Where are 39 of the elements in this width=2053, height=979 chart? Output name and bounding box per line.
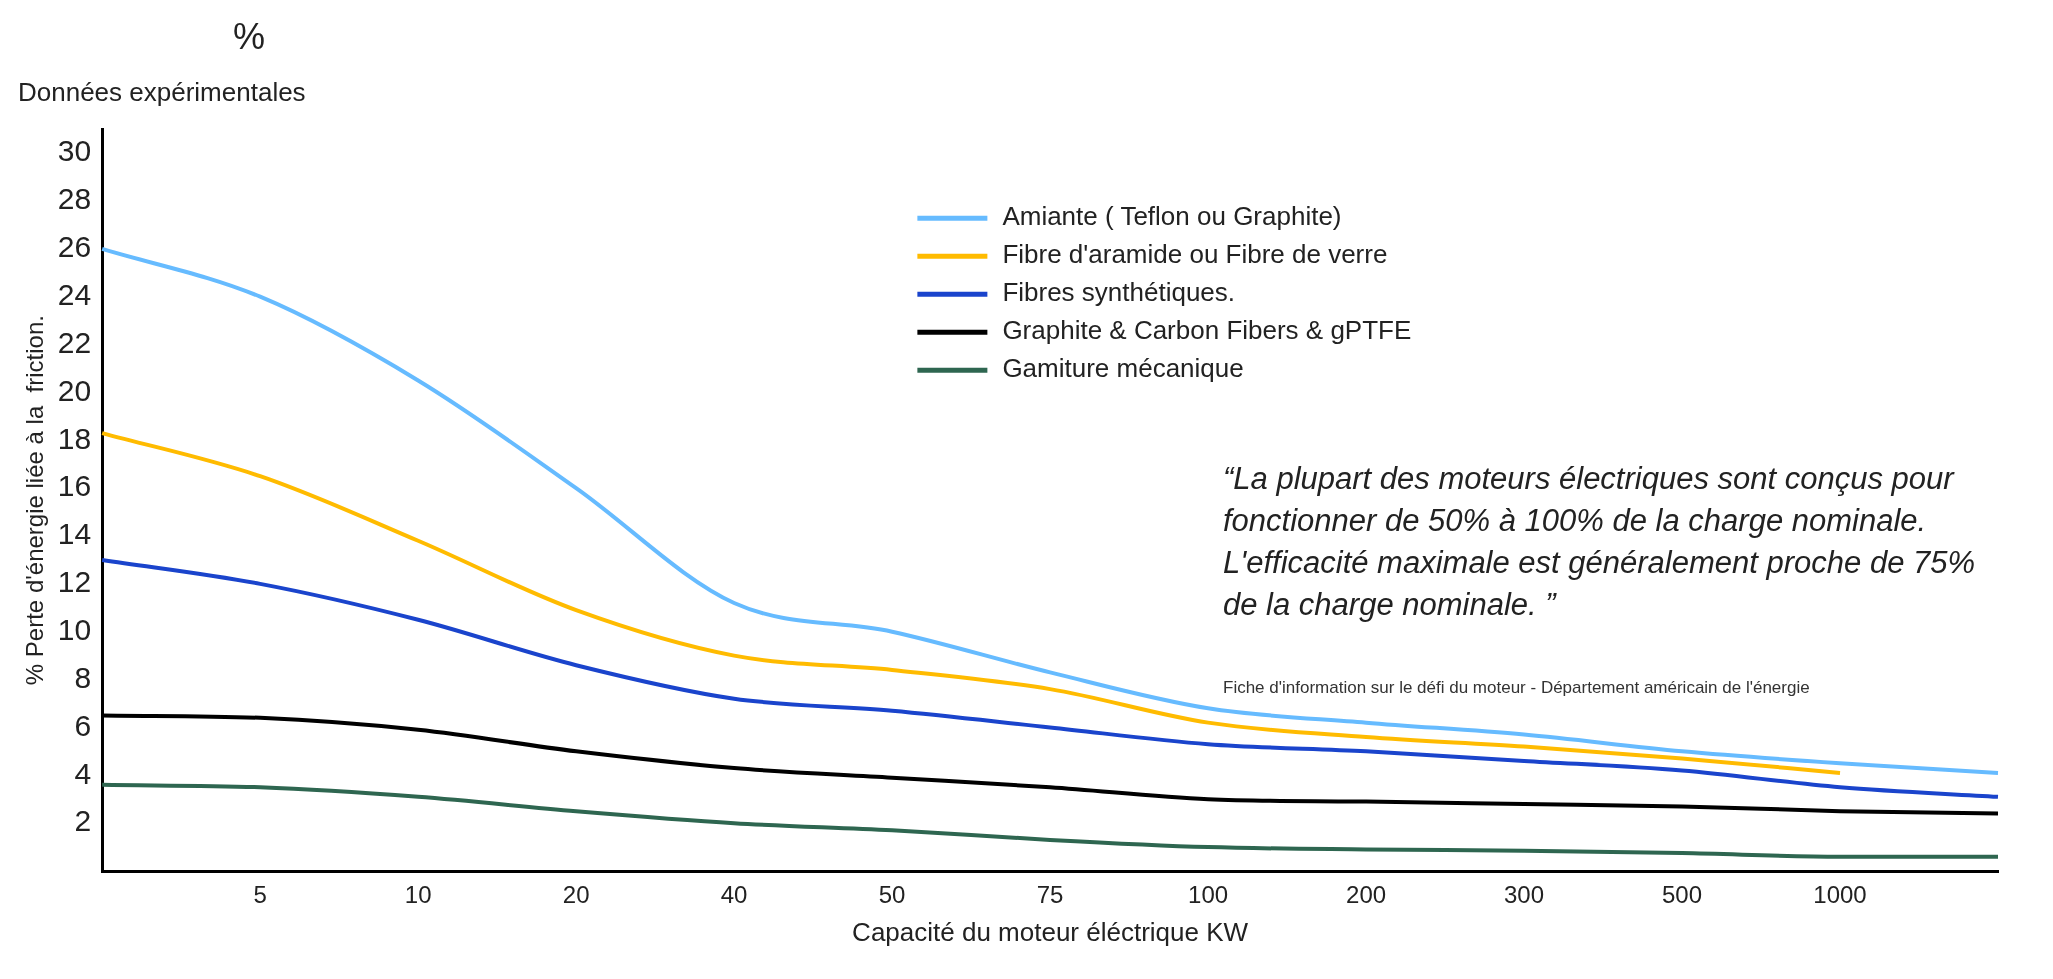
x-tick-label: 50 xyxy=(878,881,906,909)
legend-label: Graphite & Carbon Fibers & gPTFE xyxy=(1002,315,1412,346)
x-tick-label: 500 xyxy=(1662,881,1703,909)
y-axis-title: % Perte d'énergie liée à la friction. xyxy=(21,315,49,686)
chart-title: Données expérimentales xyxy=(18,76,306,107)
x-axis-title: Capacité du moteur éléctrique KW xyxy=(852,916,1249,947)
line-series xyxy=(100,246,2000,775)
x-tick-label: 5 xyxy=(253,881,267,909)
y-tick-label: 4 xyxy=(74,756,92,790)
x-tick-label: 100 xyxy=(1188,881,1229,909)
x-tick-label: 1000 xyxy=(1813,881,1867,909)
legend-label: Gamiture mécanique xyxy=(1002,353,1244,384)
y-tick-label: 18 xyxy=(57,421,92,455)
x-tick-label: 200 xyxy=(1346,881,1387,909)
text: % xyxy=(233,16,266,58)
x-tick-label: 20 xyxy=(562,881,590,909)
y-tick-label: 14 xyxy=(57,517,92,551)
y-tick-label: 28 xyxy=(57,182,92,216)
y-tick-label: 2 xyxy=(74,804,92,838)
y-tick-label: 22 xyxy=(57,325,92,359)
y-tick-label: 12 xyxy=(57,565,92,599)
y-tick-label: 26 xyxy=(57,230,92,264)
legend-label: Fibres synthétiques. xyxy=(1002,277,1236,308)
x-tick-label: 75 xyxy=(1036,881,1064,909)
y-tick-label: 10 xyxy=(57,612,92,646)
annotation: Fiche d'information sur le défi du moteur - Département américain de l'énergie xyxy=(1223,678,1810,698)
legend-label: Fibre d'aramide ou Fibre de verre xyxy=(1002,239,1388,270)
y-tick-label: 6 xyxy=(74,708,92,742)
y-tick-label: 20 xyxy=(57,373,92,407)
line-series xyxy=(100,782,2000,859)
y-tick-label: 16 xyxy=(57,469,92,503)
y-tick-label: 30 xyxy=(57,134,92,168)
legend-label: Amiante ( Teflon ou Graphite) xyxy=(1002,201,1342,232)
annotation: “La plupart des moteurs électriques sont conçus pour fonctionner de 50% à 100% de la charge nominale. L'efficacité maximale est généralement proche de 75% de la charge nominale. ” xyxy=(1223,460,1977,624)
x-tick-label: 300 xyxy=(1504,881,1545,909)
y-tick-label: 8 xyxy=(74,660,92,694)
x-tick-label: 40 xyxy=(720,881,748,909)
y-tick-label: 24 xyxy=(57,277,92,311)
x-tick-label: 10 xyxy=(404,881,432,909)
